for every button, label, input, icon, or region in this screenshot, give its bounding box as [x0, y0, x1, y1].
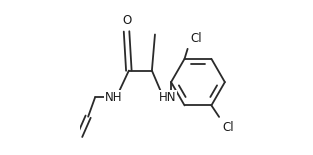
Text: HN: HN — [158, 91, 176, 104]
Text: Cl: Cl — [222, 121, 234, 134]
Text: NH: NH — [105, 91, 122, 104]
Text: O: O — [122, 14, 131, 27]
Text: Cl: Cl — [191, 32, 202, 45]
